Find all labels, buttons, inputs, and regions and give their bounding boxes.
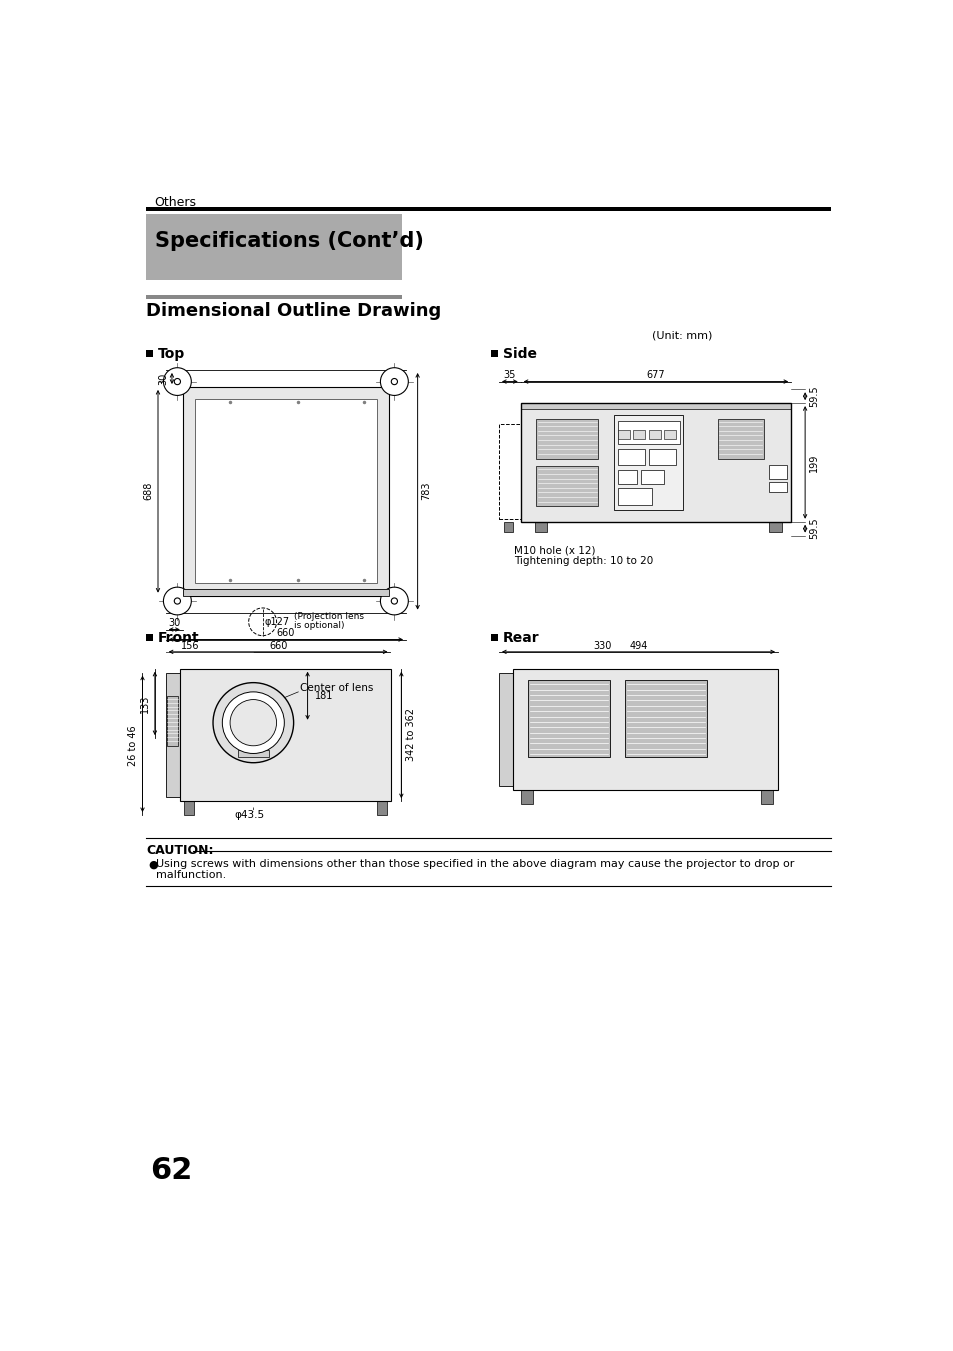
Bar: [520, 790, 533, 804]
Bar: [183, 386, 389, 596]
Circle shape: [163, 588, 192, 615]
Text: 330: 330: [592, 640, 611, 651]
Bar: [617, 422, 679, 444]
Circle shape: [163, 367, 192, 396]
Bar: [146, 350, 153, 357]
Text: 494: 494: [629, 640, 647, 651]
Bar: [146, 634, 153, 642]
Bar: [237, 750, 269, 758]
Bar: [760, 790, 773, 804]
Circle shape: [230, 700, 276, 746]
Bar: [183, 589, 389, 596]
Text: φ43.5: φ43.5: [234, 811, 264, 820]
Circle shape: [380, 367, 408, 396]
Text: 133: 133: [140, 694, 150, 712]
Bar: [503, 521, 513, 532]
Bar: [769, 465, 785, 478]
Bar: [769, 482, 785, 493]
Bar: [617, 470, 637, 484]
Bar: [617, 488, 652, 505]
Bar: [617, 430, 629, 439]
Bar: [663, 430, 676, 439]
Text: Dimensional Outline Drawing: Dimensional Outline Drawing: [146, 301, 441, 320]
Text: Rear: Rear: [502, 631, 539, 644]
Text: 677: 677: [645, 370, 664, 381]
Bar: [498, 673, 513, 786]
Text: 35: 35: [503, 370, 516, 381]
Text: 59.5: 59.5: [808, 385, 818, 407]
Text: 30: 30: [158, 373, 168, 385]
Circle shape: [391, 378, 397, 385]
Bar: [624, 681, 706, 758]
Text: 660: 660: [269, 640, 287, 651]
Text: φ127: φ127: [265, 617, 290, 627]
Bar: [648, 430, 660, 439]
Bar: [179, 669, 390, 801]
Bar: [166, 673, 179, 797]
Circle shape: [380, 588, 408, 615]
Text: 26 to 46: 26 to 46: [128, 725, 137, 766]
Text: 156: 156: [181, 640, 199, 651]
Bar: [633, 430, 645, 439]
Text: 30: 30: [168, 619, 180, 628]
Text: Others: Others: [154, 196, 196, 208]
Text: ●: ●: [148, 859, 157, 869]
Text: 342 to 362: 342 to 362: [406, 708, 416, 761]
Text: 660: 660: [276, 628, 294, 639]
Bar: [513, 669, 778, 790]
Bar: [183, 386, 389, 596]
Bar: [491, 634, 497, 642]
Text: M10 hole (x 12): M10 hole (x 12): [514, 546, 596, 557]
Text: Specifications (Cont’d): Specifications (Cont’d): [154, 231, 423, 251]
Bar: [536, 419, 598, 458]
Bar: [520, 403, 790, 521]
Bar: [613, 415, 682, 511]
Bar: [183, 801, 194, 815]
Bar: [146, 296, 402, 299]
Circle shape: [391, 598, 397, 604]
Text: 688: 688: [144, 482, 153, 500]
Text: 783: 783: [420, 482, 431, 500]
Text: Top: Top: [158, 347, 185, 361]
Text: 181: 181: [315, 690, 334, 701]
Bar: [769, 521, 781, 532]
Text: Tightening depth: 10 to 20: Tightening depth: 10 to 20: [514, 557, 653, 566]
Bar: [534, 521, 546, 532]
Bar: [640, 470, 663, 484]
Bar: [498, 424, 520, 519]
Text: malfunction.: malfunction.: [156, 870, 227, 880]
Bar: [617, 450, 644, 465]
Bar: [520, 403, 790, 521]
Text: 62: 62: [150, 1156, 193, 1185]
Text: Center of lens: Center of lens: [299, 684, 373, 693]
Circle shape: [213, 682, 294, 763]
Bar: [520, 403, 790, 409]
Bar: [183, 589, 389, 596]
Text: is optional): is optional): [294, 621, 344, 630]
Circle shape: [174, 598, 180, 604]
Circle shape: [174, 378, 180, 385]
Text: (Projection lens: (Projection lens: [294, 612, 363, 621]
Bar: [376, 801, 387, 815]
Text: 199: 199: [808, 453, 818, 471]
Bar: [513, 669, 778, 790]
Text: Side: Side: [502, 347, 537, 361]
Bar: [167, 696, 178, 746]
Bar: [648, 450, 675, 465]
Bar: [195, 400, 376, 584]
Bar: [179, 669, 390, 801]
Text: 59.5: 59.5: [808, 517, 818, 539]
Bar: [528, 681, 609, 758]
Bar: [536, 466, 598, 507]
Circle shape: [222, 692, 284, 754]
Bar: [146, 215, 402, 280]
Bar: [717, 419, 763, 458]
Bar: [491, 350, 497, 357]
Text: Using screws with dimensions other than those specified in the above diagram may: Using screws with dimensions other than …: [156, 859, 794, 869]
Text: Front: Front: [158, 631, 199, 644]
Bar: [146, 207, 831, 211]
Text: CAUTION:: CAUTION:: [146, 844, 213, 857]
Text: (Unit: mm): (Unit: mm): [652, 331, 712, 340]
